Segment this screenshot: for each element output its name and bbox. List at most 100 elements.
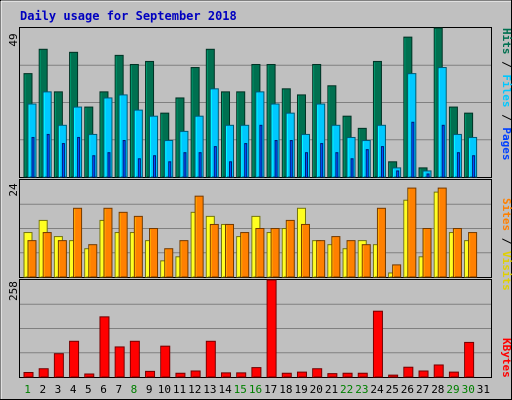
legend-visits-sites: Sites / Visits	[500, 198, 512, 291]
bar-sites-day-3	[57, 240, 67, 278]
legend-pages: Pages	[500, 127, 512, 160]
x-tick-label-day-7: 7	[115, 383, 122, 396]
bar-sites-day-1	[27, 240, 37, 278]
x-tick-label-day-21: 21	[325, 383, 338, 396]
bar-sites-day-17	[270, 228, 280, 278]
bar-kbytes-day-7	[114, 346, 125, 378]
chart-title: Daily usage for September 2018	[20, 9, 237, 23]
chart-bars	[20, 27, 491, 378]
y-max-label-kbytes: 258	[7, 281, 20, 301]
x-tick-label-day-13: 13	[203, 383, 216, 396]
bar-kbytes-day-28	[433, 364, 444, 378]
bar-kbytes-day-18	[281, 372, 292, 378]
x-tick-label-day-10: 10	[158, 383, 171, 396]
legend-kbytes: KBytes	[500, 338, 512, 378]
bar-sites-day-19	[300, 223, 310, 278]
bar-sites-day-23	[361, 244, 371, 278]
x-tick-label-day-11: 11	[173, 383, 186, 396]
x-tick-label-day-5: 5	[85, 383, 92, 396]
bar-kbytes-day-10	[160, 345, 171, 378]
bar-kbytes-day-25	[388, 374, 399, 378]
x-tick-label-day-22: 22	[340, 383, 353, 396]
x-tick-label-day-9: 9	[146, 383, 153, 396]
svg-text:Hits / Files: Hits / Files / Pages	[500, 28, 512, 161]
bar-kbytes-day-21	[327, 373, 338, 378]
bar-sites-day-12	[194, 195, 204, 278]
bar-kbytes-day-11	[175, 372, 186, 378]
bar-sites-day-24	[376, 207, 386, 278]
bar-sites-day-28	[437, 187, 447, 278]
legend-kbytes-label: KBytes	[500, 338, 512, 378]
x-tick-label-day-16: 16	[249, 383, 262, 396]
x-tick-label-day-31: 31	[477, 383, 490, 396]
bar-kbytes-day-16	[251, 367, 262, 378]
bar-kbytes-day-26	[403, 366, 414, 378]
legend-hits: Hits	[500, 28, 512, 55]
y-max-label-visits: 24	[7, 183, 20, 197]
x-tick-label-day-20: 20	[310, 383, 323, 396]
x-tick-label-day-30: 30	[462, 383, 475, 396]
bar-sites-day-16	[255, 228, 265, 278]
bar-kbytes-day-13	[205, 340, 216, 378]
bar-kbytes-day-29	[448, 371, 459, 378]
x-tick-label-day-12: 12	[188, 383, 201, 396]
x-tick-label-day-23: 23	[355, 383, 368, 396]
bar-sites-day-15	[240, 232, 250, 278]
bar-kbytes-day-30	[464, 341, 475, 378]
bar-sites-day-21	[331, 236, 341, 278]
bar-sites-day-7	[118, 211, 128, 278]
bar-kbytes-day-19	[296, 371, 307, 378]
x-tick-label-day-6: 6	[100, 383, 107, 396]
legend-sep-3: /	[500, 238, 512, 245]
bar-kbytes-day-15	[236, 372, 247, 378]
legend-sep-2: /	[500, 114, 512, 121]
x-tick-label-day-28: 28	[431, 383, 444, 396]
bar-kbytes-day-6	[99, 316, 110, 378]
bar-sites-day-27	[422, 228, 432, 278]
bar-kbytes-day-12	[190, 370, 201, 378]
bar-sites-day-10	[164, 248, 174, 278]
x-tick-label-day-1: 1	[24, 383, 31, 396]
x-tick-label-day-18: 18	[279, 383, 292, 396]
x-tick-label-day-19: 19	[294, 383, 307, 396]
x-axis-labels: 1 2 3 4 5 6 7 8 9 10 11 12 13 14 15 16 17 18 19 20 21 22 23 24 2…	[24, 383, 490, 396]
bar-sites-day-18	[285, 219, 295, 278]
bar-kbytes-day-27	[418, 370, 429, 378]
bar-sites-day-4	[73, 207, 83, 278]
bar-kbytes-day-3	[53, 353, 64, 378]
x-tick-label-day-26: 26	[401, 383, 414, 396]
x-tick-label-day-24: 24	[370, 383, 384, 396]
x-tick-label-day-8: 8	[131, 383, 138, 396]
x-tick-label-day-17: 17	[264, 383, 277, 396]
bar-sites-day-14	[225, 223, 235, 278]
x-tick-label-day-15: 15	[234, 383, 247, 396]
bar-kbytes-day-22	[342, 372, 353, 378]
bar-sites-day-11	[179, 240, 189, 278]
bar-kbytes-day-20	[312, 368, 323, 378]
bar-kbytes-day-14	[221, 372, 232, 378]
bar-sites-day-9	[149, 228, 159, 278]
legend-files: Files	[500, 74, 512, 107]
bar-kbytes-day-24	[372, 310, 383, 378]
bar-kbytes-day-2	[38, 368, 49, 378]
bar-sites-day-25	[392, 264, 402, 278]
y-max-label-hits: 49	[7, 33, 20, 46]
bar-sites-day-29	[452, 228, 462, 278]
bar-kbytes-day-9	[145, 370, 156, 378]
x-tick-label-day-4: 4	[70, 383, 77, 396]
bar-kbytes-day-5	[84, 373, 95, 378]
x-tick-label-day-29: 29	[446, 383, 459, 396]
bar-sites-day-5	[88, 244, 98, 278]
bar-kbytes-day-1	[23, 371, 34, 378]
legend-hits-files-pages: Hits / Files / Pages	[500, 28, 512, 161]
panel-frame-bottom	[19, 279, 492, 378]
legend-visits: Visits	[500, 251, 512, 291]
bar-kbytes-day-17	[266, 279, 277, 378]
bar-kbytes-day-23	[357, 372, 368, 378]
legend-sites: Sites	[500, 198, 512, 231]
bar-sites-day-20	[316, 240, 326, 278]
x-tick-label-day-14: 14	[218, 383, 232, 396]
x-tick-label-day-25: 25	[386, 383, 399, 396]
bar-kbytes-day-4	[69, 340, 80, 378]
